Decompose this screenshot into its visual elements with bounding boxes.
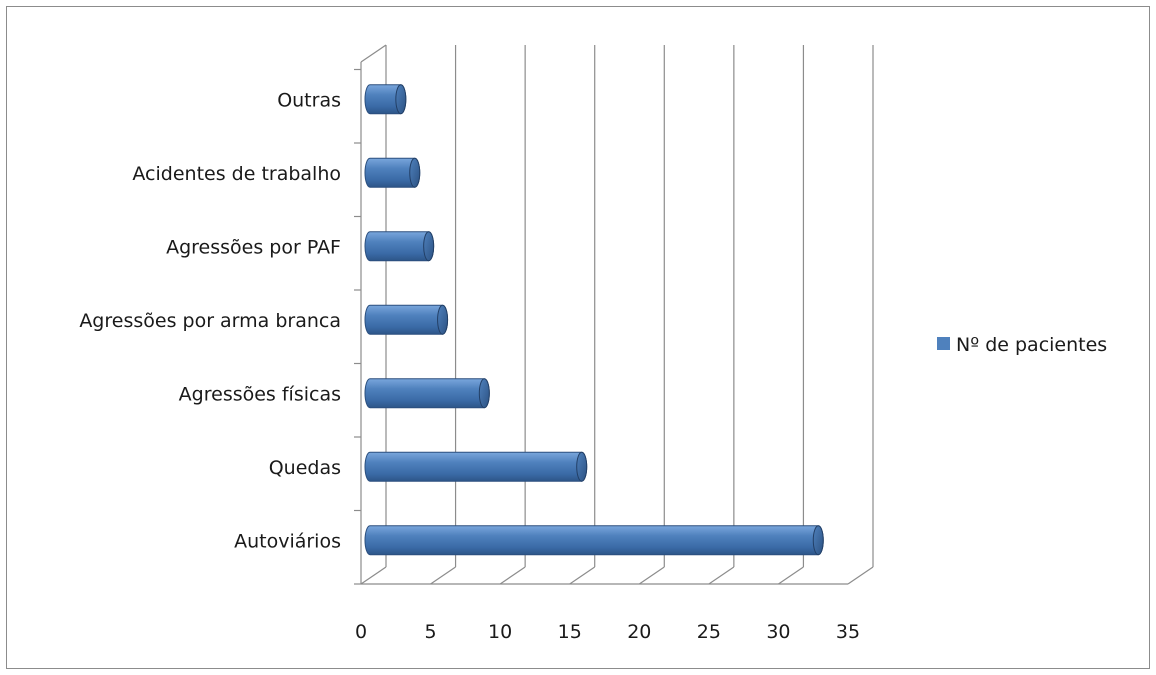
category-label: Agressões por PAF — [166, 236, 341, 258]
x-tick-label: 30 — [766, 621, 790, 643]
bar-1 — [364, 451, 588, 482]
bar-4 — [364, 231, 435, 262]
x-tick-labels: 0 5 10 15 20 25 30 35 — [355, 621, 860, 643]
floor-gridline-30 — [778, 566, 804, 585]
category-labels: Autoviários Quedas Agressões físicas Agress… — [79, 89, 341, 552]
floor-gridline-20 — [638, 566, 665, 585]
x-tick-label: 15 — [558, 621, 582, 643]
floor-gridline-5 — [430, 566, 456, 585]
floor-gridline-15 — [569, 566, 596, 585]
chart-frame: Autoviários Quedas Agressões físicas Agress… — [6, 6, 1150, 669]
category-label: Outras — [277, 89, 341, 111]
bar-5 — [364, 157, 421, 188]
bar-0 — [364, 525, 824, 556]
category-label: Acidentes de trabalho — [132, 163, 341, 185]
gridlines — [360, 45, 874, 585]
category-label: Agressões físicas — [179, 383, 341, 405]
legend: Nº de pacientes — [937, 334, 1107, 356]
x-tick-label: 10 — [488, 621, 512, 643]
legend-swatch — [937, 337, 950, 350]
bars — [364, 84, 824, 556]
floor-gridline-35 — [847, 566, 874, 585]
category-label: Agressões por arma branca — [79, 310, 341, 332]
x-tick-label: 0 — [355, 621, 367, 643]
bar-6 — [364, 84, 407, 115]
bar-3 — [364, 304, 449, 335]
x-tick-label: 20 — [627, 621, 651, 643]
floor-gridline-25 — [708, 566, 735, 585]
y-axis-top-depth — [360, 44, 387, 63]
bar-chart: Autoviários Quedas Agressões físicas Agress… — [79, 44, 1107, 643]
legend-label: Nº de pacientes — [956, 334, 1107, 356]
bar-2 — [364, 378, 490, 409]
floor-gridline-10 — [499, 566, 526, 585]
axes — [354, 44, 848, 585]
x-tick-label: 25 — [697, 621, 721, 643]
category-label: Autoviários — [234, 530, 341, 552]
floor-gridline-0 — [360, 566, 387, 585]
x-tick-label: 35 — [836, 621, 860, 643]
x-tick-label: 5 — [425, 621, 437, 643]
category-label: Quedas — [269, 457, 341, 479]
